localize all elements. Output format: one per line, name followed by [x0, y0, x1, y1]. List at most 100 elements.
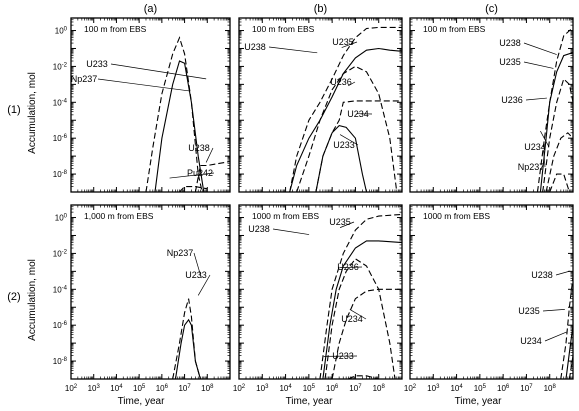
label-leader — [268, 46, 318, 54]
series-line-u233 — [315, 124, 368, 192]
panel-frame — [70, 204, 231, 380]
panel-2b: 102 103 104 105 106 107 108 1000 m from EBS U238… — [233, 204, 403, 393]
series-line-np237 — [154, 60, 205, 192]
label-leader — [523, 61, 554, 69]
y-tick-label: 10-2 — [53, 249, 68, 258]
label-leader — [544, 331, 567, 342]
series-line-u234 — [331, 288, 402, 379]
row-label-2: (2) — [7, 291, 20, 303]
label-leader — [205, 147, 214, 163]
label-leader — [540, 130, 550, 148]
series-line-u238 — [560, 276, 573, 379]
label-leader — [193, 252, 202, 279]
series-line-u233 — [348, 375, 380, 379]
x-tick-label: 107 — [520, 384, 533, 393]
series-label-u238: U238 — [499, 38, 521, 48]
series-line-u236 — [324, 258, 396, 379]
label-leader — [543, 150, 546, 168]
panel-title: 100 m from EBS — [84, 24, 147, 34]
label-leader — [339, 221, 355, 228]
panel-title: 1,000 m from EBS — [84, 211, 154, 221]
panel-title: 100 m from EBS — [423, 24, 486, 34]
series-group — [536, 26, 573, 192]
label-leader — [169, 172, 215, 179]
series-label-u236: U236 — [501, 95, 523, 105]
label-leader — [523, 42, 557, 55]
x-axis-label-a: Time, year — [118, 396, 166, 407]
x-tick-label: 106 — [497, 384, 510, 393]
x-tick-label: 107 — [178, 384, 191, 393]
x-tick-label: 102 — [233, 384, 246, 393]
series-group — [560, 276, 573, 379]
series-group — [319, 213, 402, 379]
series-label-u236: U236 — [337, 262, 359, 272]
panel-1a: 100 10-2 10-4 10-6 10-8 (a) 100 m from EBS U233… — [53, 3, 231, 193]
series-line-u235 — [565, 325, 573, 379]
x-tick-label: 103 — [427, 384, 440, 393]
series-line-u234 — [545, 132, 573, 192]
x-tick-label: 104 — [450, 384, 463, 393]
series-line-u233 — [174, 318, 201, 379]
y-tick-label: 10-8 — [53, 357, 68, 366]
series-label-u234: U234 — [347, 109, 369, 119]
x-tick-label: 108 — [544, 384, 557, 393]
x-tick-label: 108 — [201, 384, 214, 393]
series-label-u233: U233 — [332, 351, 354, 361]
y-tick-label: 10-4 — [53, 98, 68, 107]
y-tick-label: 10-6 — [53, 321, 68, 330]
series-label-u238: U238 — [188, 143, 210, 153]
series-label-u235: U235 — [332, 37, 354, 47]
panel-1c: (c) 100 m from EBS U238 U235 U236 U234 Np237 — [409, 3, 574, 193]
panel-title: 1000 m from EBS — [252, 211, 319, 221]
label-leader — [348, 81, 356, 87]
series-line-u236 — [542, 77, 573, 192]
row-label-1: (1) — [7, 104, 20, 116]
series-label-pu242: Pu242 — [187, 168, 213, 178]
panel-title: 100 m from EBS — [252, 24, 315, 34]
label-leader — [542, 309, 565, 312]
series-line-u235 — [322, 240, 402, 379]
column-label: (c) — [485, 3, 498, 15]
series-line-u238 — [536, 26, 573, 192]
column-label: (b) — [314, 3, 327, 15]
y-tick-label: 10-8 — [53, 170, 68, 179]
x-tick-label: 105 — [303, 384, 316, 393]
series-line-u235 — [289, 47, 402, 192]
series-label-u234: U234 — [524, 142, 546, 152]
series-line-u235 — [539, 51, 573, 192]
series-label-u233: U233 — [185, 270, 207, 280]
series-group — [289, 26, 402, 192]
panel-title: 1000 m from EBS — [423, 211, 490, 221]
series-label-u238: U238 — [531, 270, 553, 280]
label-leader — [525, 97, 547, 101]
series-label-u234: U234 — [341, 314, 363, 324]
x-tick-label: 104 — [110, 384, 123, 393]
series-line-u234 — [568, 355, 573, 379]
x-tick-label: 105 — [133, 384, 146, 393]
y-tick-label: 10-2 — [53, 62, 68, 71]
label-leader — [340, 266, 363, 268]
x-tick-label: 103 — [88, 384, 101, 393]
panel-2c: 102 103 104 105 106 107 108 1000 m from EBS U238… — [404, 204, 574, 393]
label-leader — [349, 309, 367, 320]
series-line-np237 — [549, 173, 571, 192]
y-axis-label-row-2: Accumulation, mol — [27, 259, 38, 341]
series-label-u238: U238 — [248, 224, 270, 234]
x-axis-label-b: Time, year — [286, 396, 334, 407]
series-line-u238 — [289, 26, 402, 192]
series-label-u234: U234 — [520, 336, 542, 346]
series-label-np237: Np237 — [167, 248, 194, 258]
y-tick-label: 10-4 — [53, 285, 68, 294]
series-label-u233: U233 — [86, 59, 108, 69]
x-tick-label: 106 — [156, 384, 169, 393]
y-tick-label: 10-6 — [53, 134, 68, 143]
series-label-u233: U233 — [333, 140, 355, 150]
x-tick-label: 107 — [349, 384, 362, 393]
label-leader — [339, 134, 359, 146]
label-leader — [197, 274, 211, 296]
label-leader — [110, 63, 207, 80]
column-label: (a) — [144, 3, 157, 15]
label-leader — [272, 228, 310, 235]
y-tick-label: 100 — [55, 27, 68, 36]
